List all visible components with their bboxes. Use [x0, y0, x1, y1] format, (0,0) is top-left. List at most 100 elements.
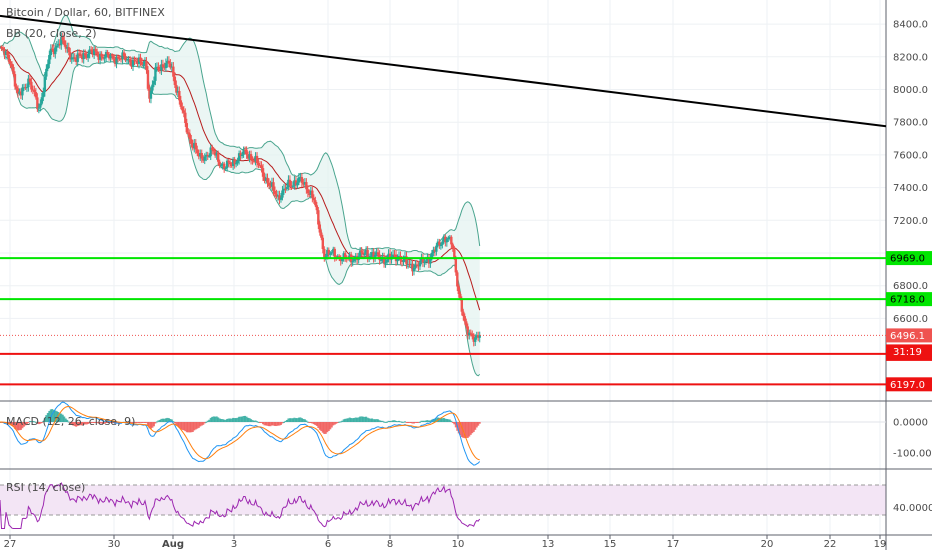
macd-histogram-bar: [341, 420, 344, 422]
candle-body: [475, 335, 478, 338]
candle-body: [243, 149, 247, 151]
candle-body: [215, 152, 218, 156]
macd-histogram-bar: [178, 422, 181, 428]
macd-histogram-bar: [418, 421, 421, 423]
macd-histogram-bar: [215, 416, 218, 422]
candle-body: [175, 84, 178, 93]
candle-body: [4, 51, 8, 56]
macd-histogram-bar: [19, 422, 22, 430]
macd-histogram-bar: [40, 422, 43, 423]
support-level-tag-bg: [886, 292, 932, 307]
candle-body: [149, 90, 153, 99]
macd-histogram-bar: [435, 418, 438, 422]
candle-body: [179, 100, 183, 107]
candle-body: [326, 249, 329, 257]
macd-histogram-bar: [22, 422, 25, 427]
macd-histogram-bar: [330, 422, 333, 428]
candle-body: [248, 154, 251, 159]
macd-histogram-bar: [256, 421, 259, 423]
macd-histogram-bar: [187, 422, 190, 433]
candle-body: [344, 253, 347, 258]
candle-body: [454, 257, 458, 273]
macd-histogram-bar: [197, 422, 200, 428]
candle-body: [46, 63, 50, 69]
macd-histogram-bar: [276, 422, 279, 426]
macd-histogram-bar: [200, 422, 203, 426]
macd-histogram-bar: [100, 422, 103, 424]
macd-histogram-bar: [155, 421, 158, 423]
candle-body: [267, 182, 271, 186]
candle-body: [58, 43, 61, 46]
price-axis-tick-label: 7600.0: [893, 150, 928, 161]
candle-body: [142, 64, 145, 66]
macd-histogram-bar: [412, 422, 415, 424]
support-level-tag: 6969.0: [890, 254, 925, 265]
macd-histogram-bar: [415, 422, 418, 423]
candle-body: [107, 54, 111, 59]
candle-body: [246, 154, 250, 159]
candle-body: [100, 53, 103, 57]
macd-histogram-bar: [30, 421, 33, 423]
macd-histogram-bar: [266, 422, 269, 426]
macd-histogram-bar: [299, 417, 302, 422]
time-axis-tick-label: 13: [542, 539, 555, 550]
macd-histogram-bar: [342, 419, 345, 422]
candle-body: [352, 258, 356, 262]
time-axis-tick-label: 3: [231, 539, 237, 550]
macd-histogram-bar: [390, 420, 393, 422]
candle-body: [64, 44, 67, 49]
candle-body: [136, 61, 139, 64]
macd-histogram-bar: [398, 420, 401, 422]
macd-histogram-bar: [133, 422, 136, 423]
candle-body: [155, 66, 159, 68]
macd-histogram-bar: [365, 416, 368, 422]
candle-body: [42, 92, 45, 98]
macd-histogram-bar: [191, 422, 194, 432]
macd-histogram-bar: [52, 410, 55, 422]
macd-histogram-bar: [64, 418, 67, 422]
candle-body: [76, 53, 79, 62]
macd-histogram-bar: [158, 419, 161, 422]
candle-body: [22, 87, 26, 89]
macd-histogram-bar: [60, 413, 63, 422]
macd-histogram-bar: [260, 422, 263, 423]
candle-body: [302, 182, 305, 185]
candle-body: [465, 321, 468, 327]
candle-body: [433, 249, 437, 252]
candle-body: [61, 37, 64, 41]
candle-body: [358, 250, 362, 256]
candle-body: [463, 316, 466, 322]
candle-body: [157, 66, 160, 70]
macd-histogram-bar: [468, 422, 471, 437]
candle-body: [134, 60, 138, 62]
macd-histogram-bar: [182, 422, 185, 431]
candle-body: [276, 195, 280, 197]
macd-histogram-bar: [175, 422, 178, 426]
candle-body: [91, 50, 94, 55]
time-axis-tick-label: 6: [325, 539, 331, 550]
macd-histogram-bar: [344, 418, 347, 422]
macd-histogram-bar: [82, 422, 85, 425]
candle-body: [199, 153, 202, 157]
candle-body: [462, 311, 465, 317]
candle-body: [423, 261, 426, 263]
macd-histogram-bar: [374, 419, 377, 422]
macd-histogram-bar: [176, 422, 179, 427]
candle-body: [412, 267, 416, 272]
macd-histogram-bar: [27, 422, 30, 423]
candle-body: [205, 154, 208, 157]
candle-body: [148, 88, 151, 99]
candle-body: [173, 76, 177, 85]
candle-body: [181, 106, 184, 111]
macd-histogram-bar: [460, 422, 463, 437]
macd-histogram-bar: [326, 422, 329, 433]
candle-body: [70, 57, 73, 60]
macd-histogram-bar: [84, 422, 87, 425]
candle-body: [63, 40, 66, 45]
macd-histogram-bar: [371, 418, 374, 422]
macd-histogram-bar: [61, 414, 64, 422]
macd-histogram-bar: [417, 422, 420, 423]
macd-histogram-bar: [317, 422, 320, 428]
